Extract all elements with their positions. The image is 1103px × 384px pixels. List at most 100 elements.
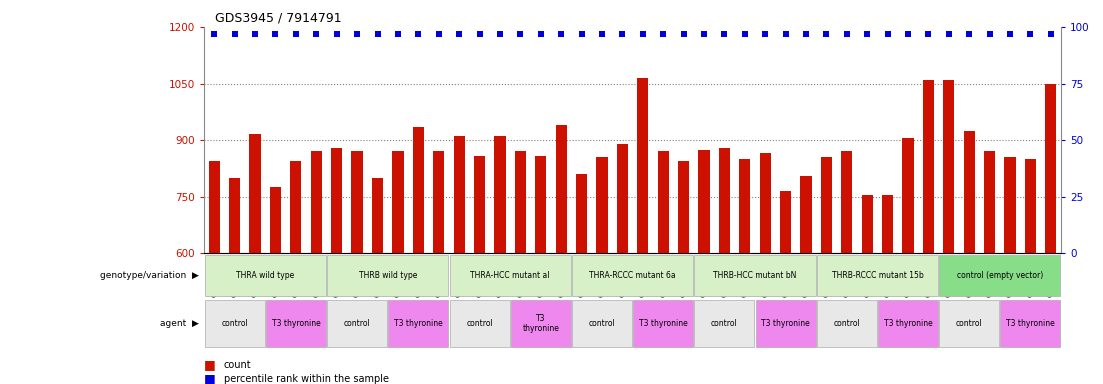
Bar [923,80,934,384]
Point [532,31,549,37]
Bar [902,138,913,384]
Bar [535,156,546,384]
Text: percentile rank within the sample: percentile rank within the sample [224,374,389,384]
Bar [1005,157,1016,384]
Bar [352,151,363,384]
Text: THRB-RCCC mutant 15b: THRB-RCCC mutant 15b [832,271,923,280]
Point [716,31,733,37]
Bar [328,255,448,296]
Text: genotype/variation  ▶: genotype/variation ▶ [99,271,199,280]
Bar [556,125,567,384]
Point [368,31,386,37]
Point [349,31,366,37]
Bar [450,300,510,348]
Bar [842,151,853,384]
Point [899,31,917,37]
Text: control: control [344,319,371,328]
Point [389,31,407,37]
Bar [760,153,771,384]
Point [961,31,978,37]
Bar [453,136,464,384]
Point [308,31,325,37]
Text: THRA wild type: THRA wild type [236,271,295,280]
Text: agent  ▶: agent ▶ [160,319,199,328]
Bar [780,191,791,384]
Bar [388,300,448,348]
Text: control: control [467,319,493,328]
Text: control: control [834,319,860,328]
Text: control: control [956,319,983,328]
Point [1002,31,1019,37]
Point [654,31,672,37]
Point [879,31,897,37]
Bar [413,127,424,384]
Point [797,31,815,37]
Point [858,31,876,37]
Bar [821,157,832,384]
Bar [208,161,219,384]
Bar [817,255,938,296]
Bar [1046,83,1057,384]
Bar [695,300,754,348]
Bar [433,151,445,384]
Bar [572,300,632,348]
Bar [372,178,383,384]
Text: ■: ■ [204,372,216,384]
Text: T3 thyronine: T3 thyronine [1006,319,1054,328]
Text: THRB-HCC mutant bN: THRB-HCC mutant bN [714,271,796,280]
Point [981,31,998,37]
Bar [290,161,301,384]
Point [287,31,304,37]
Bar [695,255,815,296]
Bar [756,300,815,348]
Bar [328,300,387,348]
Bar [474,156,485,384]
Bar [719,149,730,384]
Point [777,31,794,37]
Bar [940,300,999,348]
Text: THRB wild type: THRB wild type [358,271,417,280]
Text: control (empty vector): control (empty vector) [956,271,1043,280]
Point [246,31,264,37]
Bar [801,176,812,384]
Point [593,31,611,37]
Point [1042,31,1060,37]
Bar [393,151,404,384]
Point [920,31,938,37]
Text: THRA-RCCC mutant 6a: THRA-RCCC mutant 6a [589,271,676,280]
Bar [657,151,668,384]
Bar [698,150,709,384]
Point [757,31,774,37]
Point [675,31,693,37]
Point [491,31,508,37]
Text: GDS3945 / 7914791: GDS3945 / 7914791 [215,12,342,25]
Bar [617,144,628,384]
Text: T3
thyronine: T3 thyronine [523,314,559,333]
Bar [494,136,505,384]
Point [430,31,448,37]
Bar [861,195,872,384]
Point [267,31,285,37]
Bar [678,161,689,384]
Text: T3 thyronine: T3 thyronine [639,319,687,328]
Bar [940,255,1060,296]
Bar [205,300,265,348]
Point [450,31,468,37]
Bar [633,300,693,348]
Point [409,31,427,37]
Point [838,31,856,37]
Bar [572,255,693,296]
Bar [515,151,526,384]
Bar [1000,300,1060,348]
Text: T3 thyronine: T3 thyronine [271,319,320,328]
Bar [511,300,570,348]
Point [205,31,223,37]
Text: control: control [222,319,248,328]
Point [512,31,529,37]
Text: count: count [224,360,251,370]
Bar [984,151,995,384]
Bar [450,255,570,296]
Bar [205,255,325,296]
Bar [878,300,938,348]
Text: T3 thyronine: T3 thyronine [394,319,442,328]
